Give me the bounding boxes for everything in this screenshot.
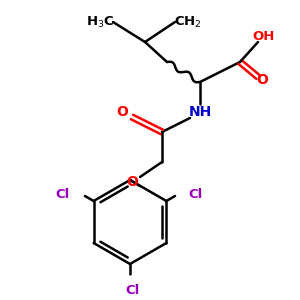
Text: NH: NH	[188, 105, 212, 119]
Text: H$_3$C: H$_3$C	[86, 14, 114, 30]
Text: CH$_2$: CH$_2$	[174, 14, 202, 30]
Text: OH: OH	[253, 31, 275, 44]
Text: Cl: Cl	[188, 188, 202, 200]
Text: Cl: Cl	[56, 188, 70, 200]
Text: Cl: Cl	[125, 284, 139, 296]
Text: O: O	[256, 73, 268, 87]
Text: O: O	[126, 175, 138, 189]
Text: O: O	[116, 105, 128, 119]
